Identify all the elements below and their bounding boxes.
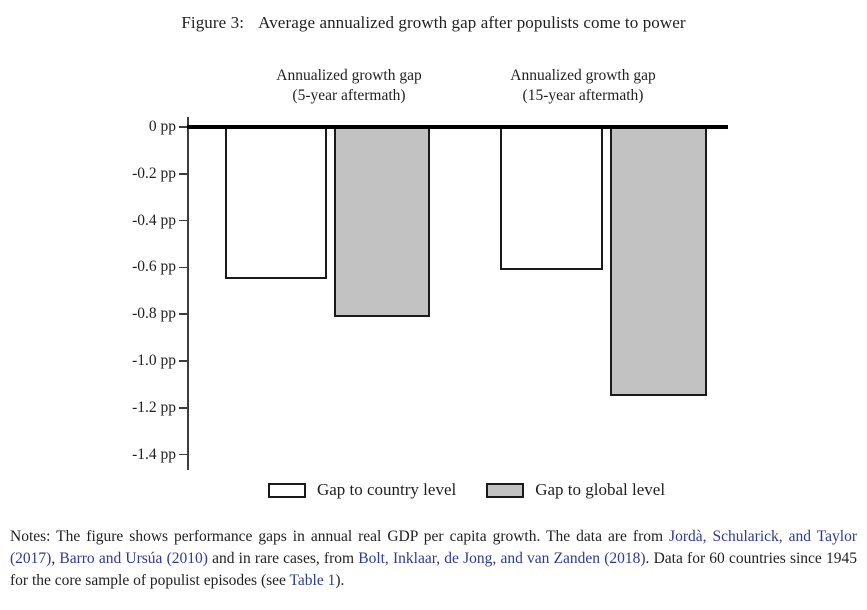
y-axis-line [187, 117, 189, 470]
y-tick-mark [179, 266, 187, 269]
y-tick-mark [179, 219, 187, 222]
y-tick-mark [179, 453, 187, 456]
legend-swatch [267, 482, 306, 498]
group-header-line2: (5-year aftermath) [292, 87, 406, 104]
group-header-line1: Annualized growth gap [510, 67, 656, 84]
bar-gap-to-global-level-15yr [610, 127, 707, 397]
y-tick-mark [179, 173, 187, 175]
legend-swatch [486, 482, 525, 498]
group-header-15yr: Annualized growth gap (15-year aftermath) [510, 66, 656, 106]
chart-legend: Gap to country level Gap to global level [33, 480, 867, 500]
group-header-5yr: Annualized growth gap (5-year aftermath) [276, 66, 422, 106]
y-tick-label: -0.8 pp [132, 305, 176, 323]
notes-text: , [51, 550, 60, 567]
bar-gap-to-country-level-15yr [500, 127, 603, 270]
legend-item: Gap to global level [486, 480, 665, 500]
notes-text: ). [335, 572, 345, 589]
y-tick-label: -0.2 pp [132, 164, 176, 182]
y-tick-mark [179, 407, 187, 409]
citation-link[interactable]: Barro and Ursúa (2010) [59, 550, 208, 567]
legend-label: Gap to global level [535, 480, 666, 499]
notes-text: . Data for 60 countries since 1945 for t… [10, 550, 857, 589]
bar-gap-to-global-level-5yr [334, 127, 430, 317]
figure-caption: Average annualized growth gap after popu… [258, 13, 686, 32]
citation-link[interactable]: Jordà, Schularick, and Taylor (2017) [10, 528, 857, 567]
group-header-line1: Annualized growth gap [276, 67, 422, 84]
figure-notes: Notes: The figure shows performance gaps… [10, 526, 857, 592]
citation-link[interactable]: Bolt, Inklaar, de Jong, and van Zanden (… [358, 550, 646, 567]
notes-text: and in rare cases, from [207, 550, 359, 567]
citation-link[interactable]: Table 1 [289, 572, 336, 589]
y-tick-label: -1.2 pp [132, 398, 176, 416]
y-tick-label: -0.4 pp [132, 211, 176, 229]
y-tick-mark [179, 360, 187, 362]
bar-gap-to-country-level-5yr [225, 127, 327, 280]
y-tick-label: -1.4 pp [132, 445, 176, 463]
figure-title: Figure 3: Average annualized growth gap a… [0, 13, 867, 33]
y-tick-label: -1.0 pp [132, 352, 176, 369]
y-tick-label: 0 pp [148, 118, 176, 135]
legend-label: Gap to country level [316, 480, 457, 499]
y-tick-mark [179, 313, 187, 315]
y-tick-mark [179, 126, 187, 128]
legend-item: Gap to country level [267, 480, 457, 500]
y-tick-label: -0.6 pp [132, 258, 176, 276]
group-header-line2: (15-year aftermath) [522, 87, 644, 104]
notes-text: Notes: The figure shows performance gaps… [10, 528, 670, 545]
zero-baseline [187, 125, 728, 129]
figure-label: Figure 3: [181, 13, 245, 32]
